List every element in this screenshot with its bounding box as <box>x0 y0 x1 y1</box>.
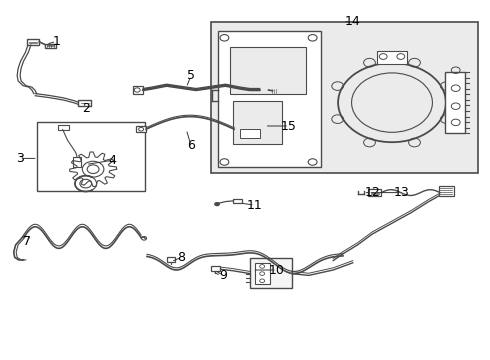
Bar <box>240 129 260 138</box>
Text: 15: 15 <box>281 120 297 132</box>
Text: 14: 14 <box>345 15 361 28</box>
Text: 9: 9 <box>219 269 227 282</box>
Text: 1: 1 <box>52 35 60 48</box>
Bar <box>133 86 143 94</box>
Bar <box>445 72 465 133</box>
Bar <box>377 51 407 64</box>
Text: 8: 8 <box>177 251 185 264</box>
Text: 7: 7 <box>23 235 31 248</box>
Bar <box>218 31 321 167</box>
Text: 11: 11 <box>247 199 263 212</box>
Bar <box>439 186 454 196</box>
Bar <box>233 199 242 203</box>
Circle shape <box>214 202 220 206</box>
Bar <box>230 47 306 94</box>
Text: 4: 4 <box>109 154 117 167</box>
Text: 2: 2 <box>82 102 90 114</box>
Text: 12: 12 <box>365 186 380 199</box>
Bar <box>78 100 91 106</box>
Bar <box>136 126 146 132</box>
Bar <box>259 86 269 94</box>
Bar <box>211 266 220 271</box>
Bar <box>27 39 39 45</box>
Bar <box>250 258 292 288</box>
Bar <box>255 263 270 284</box>
Bar <box>167 257 175 262</box>
Bar <box>37 122 145 191</box>
Bar <box>58 125 69 130</box>
Bar <box>73 157 81 167</box>
Text: 3: 3 <box>16 152 24 165</box>
Bar <box>211 22 478 173</box>
Text: 10: 10 <box>269 264 285 276</box>
Bar <box>368 189 381 196</box>
Text: 6: 6 <box>187 139 195 152</box>
Bar <box>233 101 282 144</box>
Bar <box>271 89 277 93</box>
Text: 13: 13 <box>394 186 410 199</box>
Bar <box>233 127 243 133</box>
Bar <box>45 44 56 48</box>
Text: 5: 5 <box>187 69 195 82</box>
